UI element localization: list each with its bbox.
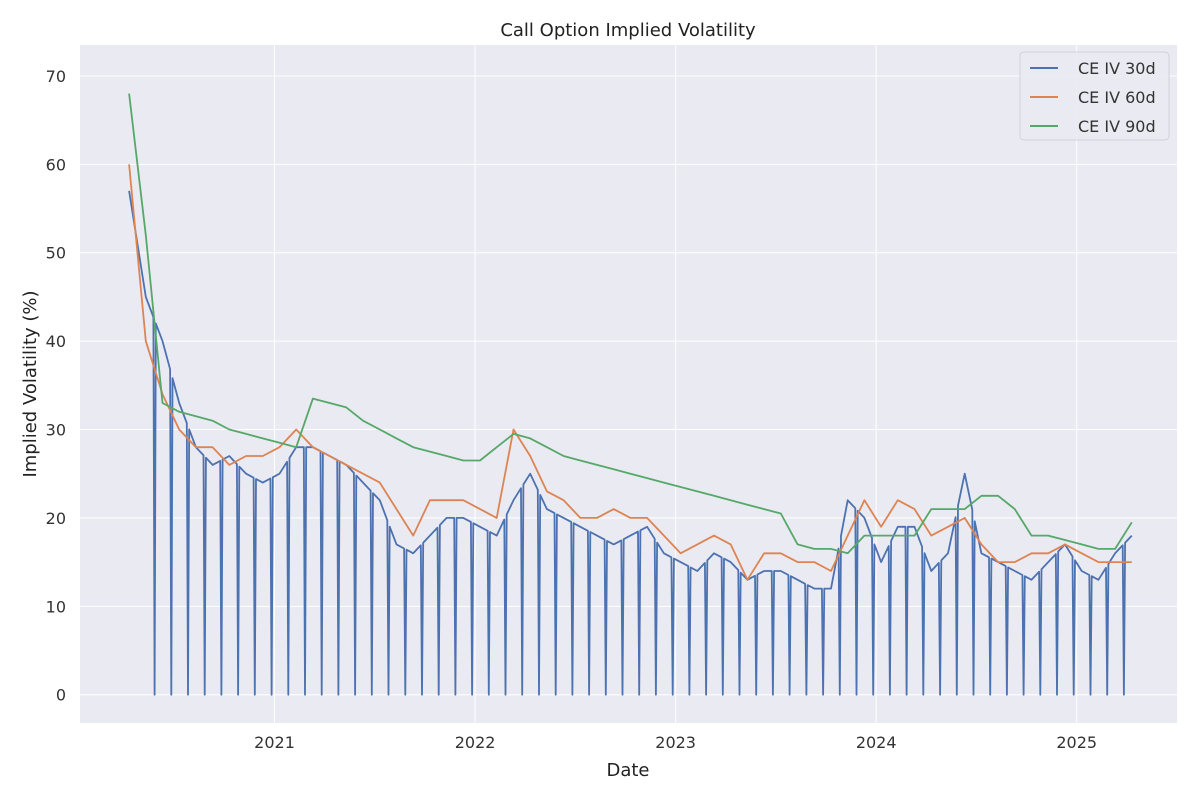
series-line-ce-iv-90d — [128, 93, 1133, 555]
plot-background — [80, 45, 1177, 723]
grid — [80, 45, 1177, 723]
y-tick-label: 0 — [56, 686, 66, 705]
legend-label: CE IV 90d — [1078, 117, 1156, 136]
x-tick-label: 2023 — [655, 733, 696, 752]
y-tick-label: 10 — [46, 597, 66, 616]
x-axis-label: Date — [606, 760, 649, 781]
chart-title: Call Option Implied Volatility — [500, 20, 756, 41]
series-lines — [128, 93, 1133, 696]
legend-label: CE IV 60d — [1078, 88, 1156, 107]
y-tick-label: 60 — [46, 155, 66, 174]
x-tick-label: 2021 — [254, 733, 295, 752]
series-line-ce-iv-60d — [128, 164, 1132, 581]
y-tick-label: 20 — [46, 509, 66, 528]
axis-ticks: 0 10 20 30 40 50 60 70 2021 2022 2023 2024 2025 — [46, 67, 1097, 752]
y-axis-label: Implied Volatility (%) — [20, 290, 41, 477]
x-tick-label: 2022 — [455, 733, 496, 752]
y-tick-label: 70 — [46, 67, 66, 86]
y-tick-label: 50 — [46, 244, 66, 263]
legend: CE IV 30d CE IV 60d CE IV 90d — [1019, 51, 1170, 141]
x-tick-label: 2025 — [1056, 733, 1097, 752]
y-tick-label: 30 — [46, 421, 66, 440]
series-line-ce-iv-30d — [128, 190, 1133, 696]
x-tick-label: 2024 — [856, 733, 897, 752]
y-tick-label: 40 — [46, 332, 66, 351]
legend-label: CE IV 30d — [1078, 59, 1156, 78]
